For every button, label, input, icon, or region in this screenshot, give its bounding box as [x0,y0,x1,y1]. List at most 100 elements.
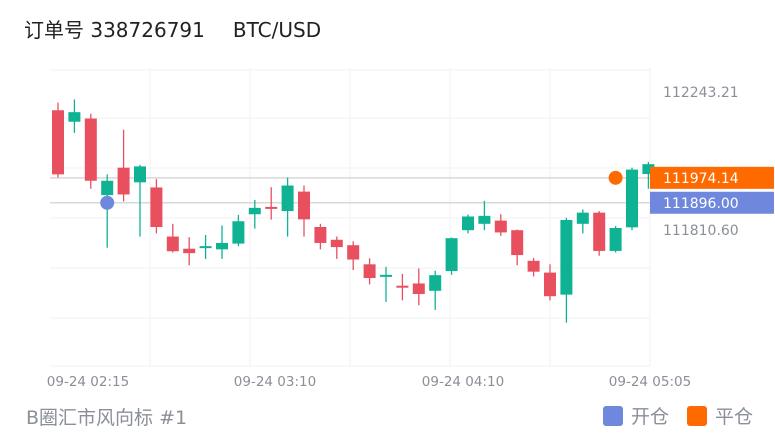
candle [527,257,540,277]
price-lines [50,177,650,204]
candle-body [494,220,507,233]
candle-body [380,274,392,277]
candle [52,102,64,178]
candle [363,258,376,285]
candle [609,226,622,253]
x-tick-label: 09-24 03:10 [234,374,316,390]
price-tag-label: 111896.00 [663,196,739,212]
candle-body [117,167,130,195]
candle [101,174,114,248]
grid [50,68,651,367]
candle [68,99,81,133]
source-watermark: B圈汇市风向标 #1 [26,407,188,429]
candles [52,99,671,323]
candle-body [412,283,425,294]
candle [560,217,573,323]
candle [166,223,179,253]
candle [494,214,507,236]
candle-body [445,238,458,272]
candle-body [544,272,556,297]
candle [544,264,556,301]
candle [347,241,360,271]
x-axis: 09-24 02:15 09-24 03:10 09-24 04:10 09-24 0… [47,374,691,390]
legend-item-close: 平仓 [686,402,753,429]
candle [593,211,606,256]
candle-body [363,264,376,279]
price-tag-background [650,191,774,214]
price-tag-label: 111974.14 [663,171,739,187]
candle [232,214,245,247]
candle-body [216,242,228,250]
candle [478,200,491,231]
candle [511,229,524,266]
candle [412,268,425,306]
candle-body [527,260,540,272]
chart-header: 订单号 338726791 BTC/USD [24,14,321,43]
candle [134,164,146,237]
trading-pair: BTC/USD [232,18,322,42]
candle-body [626,169,638,228]
candle [265,187,278,220]
candle [150,179,163,234]
candle [314,223,327,250]
candle [330,236,343,259]
candle-body [232,221,245,244]
price-tag: 111896.00 [650,191,774,214]
candle [84,113,97,189]
candle-body [150,187,163,228]
candle-body [609,227,622,251]
candle-body [84,118,97,181]
candle-body [68,112,81,122]
candle [298,185,310,237]
candle [626,167,638,231]
candle [248,199,261,229]
candle-body [478,215,491,224]
legend-label-open: 开仓 [630,406,669,428]
candle-body [281,185,294,212]
candle-body [183,248,196,254]
candle-body [52,110,64,175]
y-axis: 112243.21 111810.60 111974.14 111896.00 [650,85,774,239]
x-tick-label: 09-24 04:10 [422,374,504,390]
y-tick-label: 112243.21 [663,85,739,101]
candle [199,234,212,259]
candlestick-chart: 112243.21 111810.60 111974.14 111896.00 09-… [47,68,774,390]
candle-body [199,246,212,249]
candle [117,129,130,202]
open-position-marker [100,195,115,210]
order-number: 订单号 338726791 [24,18,205,42]
candle-body [101,180,114,196]
price-tag: 111974.14 [650,166,774,189]
candle-body [396,285,409,288]
x-tick-label: 09-24 05:05 [609,374,691,390]
candle-body [560,219,573,295]
candle-body [576,212,589,224]
candle-body [330,239,343,248]
legend: 开仓 平仓 [585,402,753,429]
candle [642,161,655,189]
candle-body [347,245,360,260]
x-tick-label: 09-24 02:15 [47,374,129,390]
candle-body [593,212,606,251]
candle [445,237,458,275]
legend-item-open: 开仓 [602,402,669,429]
candle [380,266,392,302]
candle-body [462,216,474,231]
candle-body [511,230,524,256]
legend-swatch-close [686,405,707,426]
price-tag-background [650,166,774,189]
candle-body [429,275,442,291]
candle-body [134,166,146,183]
candle-body [265,206,278,209]
candle-body [248,207,261,215]
trade-markers [100,170,623,210]
candle-body [166,236,179,252]
candle [396,273,409,301]
y-tick-label: 111810.60 [663,223,739,239]
close-position-marker [608,170,623,185]
candle-body [298,191,310,220]
candle [462,214,474,234]
candle [576,209,589,234]
candle [429,270,442,310]
candle-body [314,227,327,243]
